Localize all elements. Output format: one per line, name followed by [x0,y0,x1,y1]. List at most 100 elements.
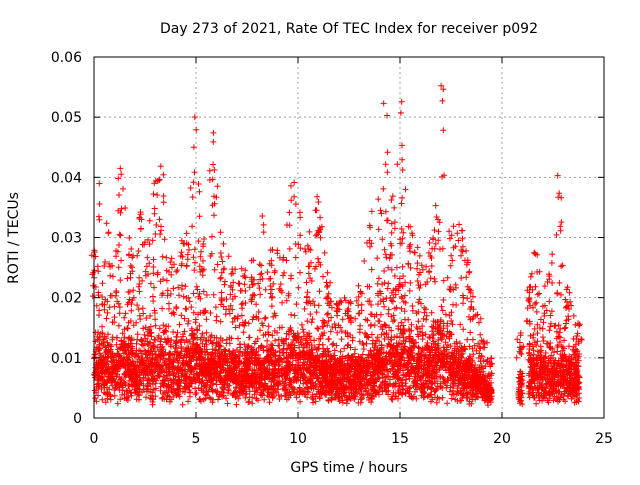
data-point [259,213,265,219]
data-point [390,193,396,199]
data-point [325,310,331,316]
data-point [381,268,387,274]
data-point [463,248,469,254]
data-point [514,336,520,342]
data-point [150,264,156,270]
data-point [415,299,421,305]
data-point [449,258,455,264]
data-point [163,255,169,261]
data-point [306,229,312,235]
data-point [450,302,456,308]
data-point [291,180,297,186]
data-point [118,171,124,177]
data-point [138,226,144,232]
data-point [197,213,203,219]
data-point [160,254,166,260]
data-point [117,304,123,310]
data-point [295,285,301,291]
data-point [324,312,330,318]
y-axis-label: ROTI / TECUs [6,192,22,284]
data-point [148,281,154,287]
data-point [158,163,164,169]
data-point [213,318,219,324]
data-point [372,322,378,328]
data-point [263,287,269,293]
data-point [152,316,158,322]
data-point [325,336,331,342]
data-point [151,257,157,263]
data-point [136,306,142,312]
data-point [392,225,398,231]
data-point [378,312,384,318]
data-point [226,253,232,259]
data-point [432,279,438,285]
data-point [181,294,187,300]
data-point [126,235,132,241]
data-point [278,281,284,287]
data-point [210,130,216,136]
data-point [150,294,156,300]
data-point [400,167,406,173]
data-point [183,306,189,312]
data-point [390,299,396,305]
data-point [375,301,381,307]
data-point [217,276,223,282]
data-point [320,342,326,348]
data-point [391,317,397,323]
data-point [429,310,435,316]
data-point [190,194,196,200]
data-point [451,223,457,229]
data-point [90,283,96,289]
data-point [443,312,449,318]
data-point [128,246,134,252]
data-point [381,304,387,310]
data-point [207,177,213,183]
data-point [317,215,323,221]
data-point [437,246,443,252]
data-point [280,347,286,353]
data-point [107,273,113,279]
data-point [262,316,268,322]
data-point [394,333,400,339]
data-point [317,288,323,294]
data-point [207,168,213,174]
data-point [193,127,199,133]
data-point [414,266,420,272]
data-point [259,270,265,276]
data-point [182,283,188,289]
data-point [115,176,121,182]
data-point [144,255,150,261]
data-point [356,311,362,317]
data-point [124,325,130,331]
data-point [150,270,156,276]
data-point [191,291,197,297]
data-point [392,219,398,225]
data-point [218,229,224,235]
data-point [339,336,345,342]
data-point [239,266,245,272]
data-point [185,252,191,258]
data-point [380,186,386,192]
data-point [304,280,310,286]
data-point [223,311,229,317]
data-point [97,201,103,207]
data-point [96,217,102,223]
data-point [215,183,221,189]
data-point [463,274,469,280]
data-point [477,332,483,338]
data-point [194,284,200,290]
data-point [415,318,421,324]
data-point [104,316,110,322]
data-point [164,278,170,284]
data-point [450,321,456,327]
data-point [300,326,306,332]
data-point [177,322,183,328]
data-point [405,317,411,323]
data-point [287,246,293,252]
data-point [375,281,381,287]
data-point [160,172,166,178]
data-point [399,201,405,207]
data-point [399,195,405,201]
data-point [378,207,384,213]
